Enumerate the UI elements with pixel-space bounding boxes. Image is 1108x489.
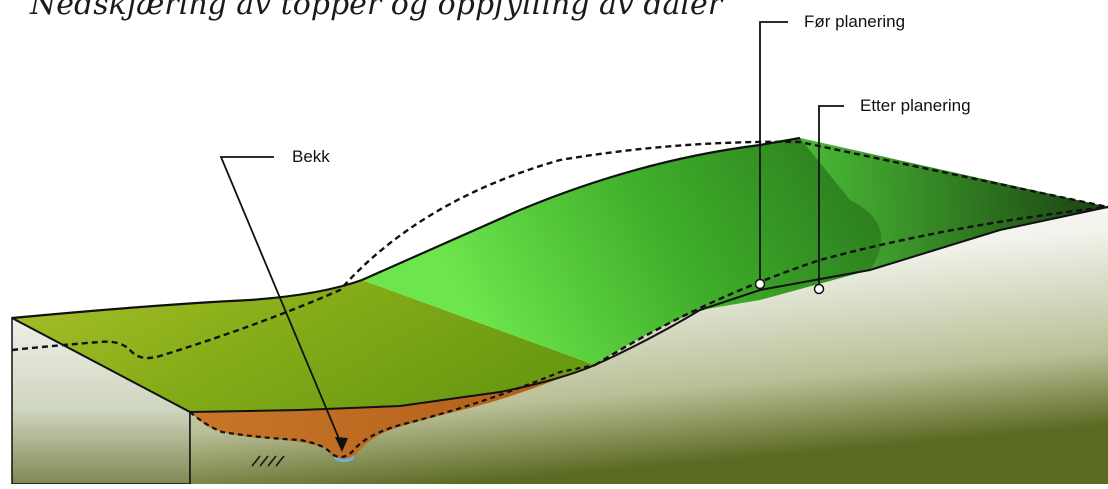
label-stream: Bekk <box>292 147 330 166</box>
dashed-original-top-ridge <box>11 140 1108 360</box>
callout-after: Etter planering <box>813 96 971 295</box>
diagram-title: Nedskjæring av topper og oppfylling av d… <box>30 0 723 22</box>
callout-before: Før planering <box>754 12 905 290</box>
label-before: Før planering <box>804 12 905 31</box>
lower-terrain-surface <box>12 280 595 412</box>
ground-hatch-marks <box>251 455 285 467</box>
label-after: Etter planering <box>860 96 971 115</box>
upper-plateau-surface <box>800 138 1108 270</box>
dashed-original-lower-slope <box>594 205 1108 367</box>
fill-area <box>190 372 575 460</box>
surface-outline-after <box>11 136 801 320</box>
callout-stream: Bekk <box>219 147 348 452</box>
stream-water <box>333 455 355 462</box>
dashed-original-valley <box>189 363 596 459</box>
